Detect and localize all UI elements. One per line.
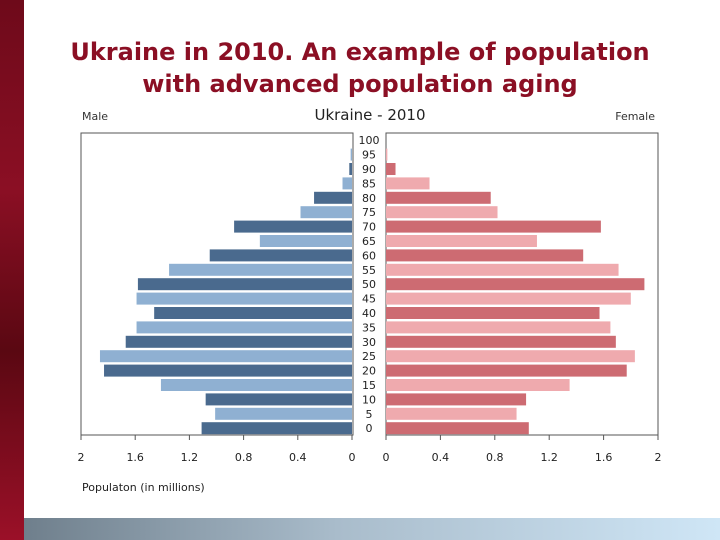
female-bar-75	[386, 206, 498, 219]
male-tick-label-1: 1.6	[126, 451, 144, 464]
male-bar-25	[99, 350, 352, 363]
age-label-65: 65	[362, 235, 376, 248]
male-axis-ticks: 2 1.6 1.2 0.8 0.4 0	[78, 435, 356, 464]
male-bar-55	[169, 263, 352, 276]
male-bar-50	[137, 278, 352, 291]
female-bar-45	[386, 292, 631, 305]
male-bar-30	[125, 335, 352, 348]
male-bar-70	[234, 220, 352, 233]
female-axis-ticks: 0 0.4 0.8 1.2 1.6 2	[383, 435, 662, 464]
male-bar-10	[205, 393, 352, 406]
female-bar-0	[386, 422, 529, 435]
male-tick-label-5: 0	[349, 451, 356, 464]
male-tick-label-2: 1.2	[181, 451, 199, 464]
female-bar-90	[386, 163, 396, 175]
male-bar-65	[259, 235, 352, 247]
female-label: Female	[615, 110, 655, 123]
slide-title-line-2: with advanced population aging	[142, 70, 578, 98]
age-label-45: 45	[362, 293, 376, 306]
male-bar-5	[215, 407, 352, 420]
male-bar-90	[349, 163, 352, 175]
age-label-80: 80	[362, 192, 376, 205]
age-label-25: 25	[362, 350, 376, 363]
female-bar-85	[386, 177, 430, 190]
male-tick-label-0: 2	[78, 451, 85, 464]
female-bar-15	[386, 379, 570, 391]
age-label-0: 0	[366, 422, 373, 435]
slide-title: Ukraine in 2010. An example of populatio…	[24, 36, 696, 100]
male-bar-85	[342, 177, 352, 190]
male-bars	[99, 148, 352, 435]
age-label-100: 100	[359, 134, 380, 147]
age-label-20: 20	[362, 365, 376, 378]
female-tick-label-4: 1.6	[595, 451, 613, 464]
age-label-75: 75	[362, 206, 376, 219]
female-tick-label-0: 0	[383, 451, 390, 464]
female-tick-label-2: 0.8	[486, 451, 504, 464]
age-label-10: 10	[362, 393, 376, 406]
male-tick-label-3: 0.8	[235, 451, 253, 464]
female-bar-35	[386, 321, 611, 334]
female-bar-10	[386, 393, 527, 406]
male-label: Male	[82, 110, 108, 123]
female-bar-65	[386, 235, 537, 247]
male-bar-40	[154, 307, 352, 319]
female-bar-60	[386, 249, 584, 262]
age-label-35: 35	[362, 321, 376, 334]
age-label-15: 15	[362, 379, 376, 392]
male-plot-frame	[80, 132, 354, 436]
female-bar-50	[386, 278, 645, 291]
female-bar-25	[386, 350, 635, 363]
male-bar-80	[314, 191, 352, 204]
male-tick-label-4: 0.4	[289, 451, 307, 464]
age-label-30: 30	[362, 336, 376, 349]
left-accent-bar	[0, 0, 24, 540]
age-label-50: 50	[362, 278, 376, 291]
female-bar-55	[386, 263, 619, 276]
male-bar-20	[104, 364, 352, 377]
female-bar-40	[386, 307, 600, 319]
bottom-accent-bar	[24, 518, 720, 540]
female-bar-80	[386, 191, 491, 204]
male-bar-35	[136, 321, 352, 334]
age-label-85: 85	[362, 177, 376, 190]
age-label-40: 40	[362, 307, 376, 320]
male-bar-45	[136, 292, 352, 305]
female-bar-95	[386, 148, 388, 161]
age-label-5: 5	[366, 408, 373, 421]
age-label-90: 90	[362, 163, 376, 176]
age-label-60: 60	[362, 249, 376, 262]
age-label-70: 70	[362, 221, 376, 234]
female-bar-20	[386, 364, 627, 377]
female-tick-label-5: 2	[655, 451, 662, 464]
x-axis-label: Populaton (in millions)	[82, 481, 205, 494]
age-label-55: 55	[362, 264, 376, 277]
male-bar-95	[350, 148, 352, 161]
age-label-95: 95	[362, 149, 376, 162]
female-tick-label-1: 0.4	[432, 451, 450, 464]
female-bar-30	[386, 335, 616, 348]
female-bars	[386, 148, 645, 435]
female-bar-70	[386, 220, 601, 233]
male-bar-75	[300, 206, 352, 219]
chart-title: Ukraine - 2010	[314, 106, 425, 124]
slide-title-line-1: Ukraine in 2010. An example of populatio…	[70, 38, 650, 66]
male-bar-0	[201, 422, 352, 435]
female-tick-label-3: 1.2	[540, 451, 558, 464]
male-bar-15	[160, 379, 352, 391]
female-bar-5	[386, 407, 517, 420]
male-bar-60	[209, 249, 352, 262]
age-labels: 1009590858075706560555045403530252015105…	[359, 134, 380, 435]
